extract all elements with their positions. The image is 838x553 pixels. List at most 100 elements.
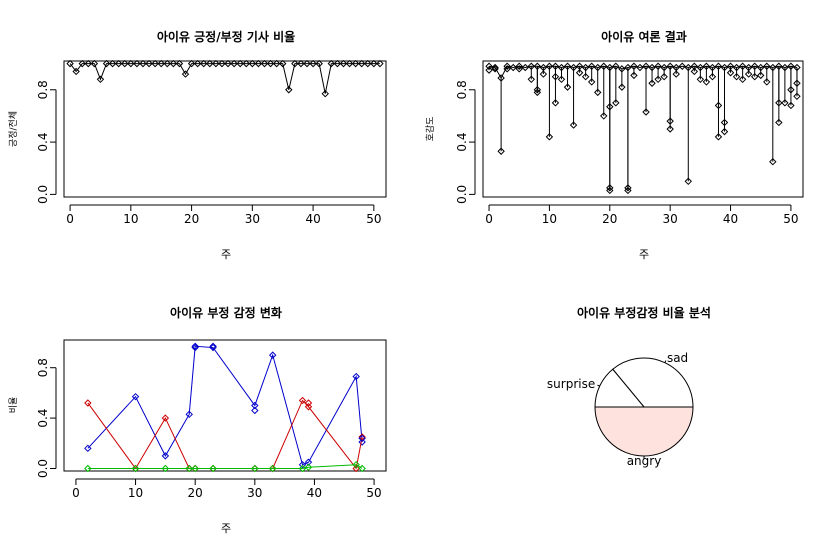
data-point bbox=[376, 59, 384, 68]
chart1-title: 아이유 긍정/부정 기사 비율 bbox=[157, 29, 295, 44]
x-tick-label: 40 bbox=[307, 486, 322, 500]
data-point bbox=[298, 464, 307, 473]
pie-label: angry bbox=[627, 454, 662, 468]
y-tick-label: 0.0 bbox=[36, 185, 50, 204]
data-point bbox=[533, 88, 542, 97]
chart3-ylabel: 비율 bbox=[8, 397, 19, 414]
data-point bbox=[266, 59, 275, 68]
data-point bbox=[781, 99, 789, 107]
chart3-plot-frame bbox=[63, 339, 387, 472]
chart1-plot-frame bbox=[63, 60, 387, 198]
data-point bbox=[236, 59, 244, 68]
panel-negative-ratio-pie: 아이유 부정감정 비율 분석 sad surprise angry bbox=[547, 305, 711, 468]
data-point bbox=[191, 464, 199, 473]
chart2-title: 아이유 여론 결과 bbox=[601, 29, 687, 44]
data-point bbox=[351, 59, 360, 68]
pie-label: surprise bbox=[547, 377, 595, 391]
x-tick-label: 30 bbox=[663, 212, 678, 226]
data-point bbox=[594, 88, 602, 97]
data-point bbox=[185, 410, 193, 419]
data-point bbox=[533, 86, 542, 94]
data-point bbox=[248, 59, 257, 68]
pie-label: sad bbox=[667, 351, 688, 365]
data-point bbox=[333, 59, 342, 68]
data-point bbox=[660, 72, 668, 81]
data-point bbox=[527, 75, 536, 84]
data-point bbox=[491, 65, 499, 73]
data-point bbox=[161, 414, 170, 422]
data-point bbox=[515, 65, 523, 73]
data-point bbox=[738, 75, 747, 84]
data-point bbox=[163, 59, 171, 68]
x-tick-label: 0 bbox=[66, 212, 74, 226]
x-tick-label: 20 bbox=[602, 212, 617, 226]
data-point bbox=[600, 112, 608, 120]
x-tick-label: 50 bbox=[366, 486, 381, 500]
chart1-ylabel: 긍정/전체 bbox=[8, 111, 19, 147]
data-point bbox=[569, 121, 578, 129]
y-tick-label: 0.0 bbox=[455, 185, 469, 204]
data-point bbox=[169, 59, 178, 68]
data-point bbox=[191, 343, 199, 352]
data-point bbox=[242, 59, 250, 68]
data-point bbox=[352, 460, 360, 469]
pie-label-tick bbox=[664, 360, 667, 363]
data-point bbox=[298, 460, 307, 469]
panel-sentiment-ratio: 아이유 긍정/부정 기사 비율 주 긍정/전체 0 10 20 30 40 50 0.0 0.… bbox=[8, 29, 387, 261]
data-point bbox=[521, 63, 529, 72]
data-point bbox=[750, 72, 759, 81]
data-point bbox=[251, 401, 259, 410]
data-point bbox=[145, 59, 153, 68]
data-point bbox=[696, 75, 705, 84]
data-point bbox=[193, 59, 202, 68]
data-point bbox=[358, 438, 366, 446]
y-tick-label: 0.4 bbox=[36, 409, 50, 428]
data-point bbox=[575, 69, 584, 77]
series-line bbox=[87, 464, 363, 469]
data-point bbox=[131, 464, 140, 473]
y-tick-label: 0.8 bbox=[455, 80, 469, 99]
data-point bbox=[84, 444, 92, 453]
chart2-xlabel: 주 bbox=[639, 248, 649, 261]
data-point bbox=[84, 399, 92, 407]
data-point bbox=[515, 62, 523, 70]
data-point bbox=[127, 59, 135, 68]
data-point bbox=[161, 452, 170, 460]
data-point bbox=[491, 63, 499, 72]
data-point bbox=[648, 79, 656, 87]
x-tick-label: 20 bbox=[188, 486, 203, 500]
chart2-axes: 0 10 20 30 40 50 0.0 0.4 0.8 bbox=[455, 80, 799, 226]
x-tick-label: 0 bbox=[485, 212, 493, 226]
data-point bbox=[672, 70, 680, 78]
data-point bbox=[315, 59, 323, 68]
data-point bbox=[268, 351, 277, 359]
chart2-series bbox=[485, 62, 801, 195]
x-tick-label: 20 bbox=[184, 212, 199, 226]
data-point bbox=[304, 458, 313, 466]
data-point bbox=[90, 59, 99, 68]
y-tick-label: 0.0 bbox=[36, 459, 50, 478]
chart1-xlabel: 주 bbox=[221, 248, 231, 261]
data-point bbox=[358, 433, 366, 441]
data-point bbox=[206, 59, 214, 68]
data-point bbox=[757, 71, 765, 80]
data-point bbox=[654, 75, 662, 84]
data-point bbox=[636, 63, 644, 72]
data-point bbox=[769, 157, 777, 166]
data-point bbox=[251, 464, 259, 473]
data-point bbox=[224, 59, 232, 68]
data-point bbox=[612, 99, 620, 107]
data-point bbox=[157, 59, 165, 68]
data-point bbox=[254, 59, 263, 68]
data-point bbox=[191, 342, 199, 351]
data-point bbox=[72, 67, 80, 76]
data-point bbox=[624, 186, 632, 195]
data-point bbox=[606, 184, 614, 192]
data-point bbox=[732, 72, 741, 81]
data-point bbox=[624, 184, 632, 192]
data-point bbox=[212, 59, 220, 68]
data-point bbox=[209, 464, 217, 473]
data-point bbox=[327, 59, 336, 68]
data-point bbox=[121, 59, 129, 68]
data-point bbox=[708, 72, 717, 81]
